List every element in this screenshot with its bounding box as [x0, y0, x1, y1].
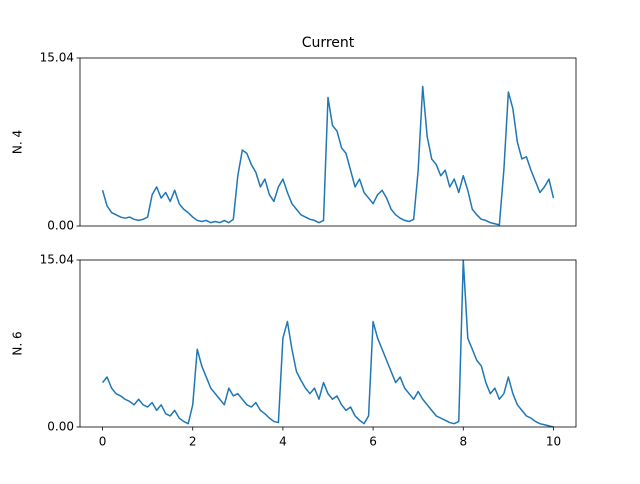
y-tick-label: 0.00	[47, 219, 74, 233]
y-tick-label: 15.04	[40, 51, 74, 65]
plot-frame	[79, 57, 577, 227]
series-line	[101, 85, 555, 226]
x-tick-label: 0	[99, 435, 107, 449]
plot-frame	[79, 259, 577, 428]
x-tick-label: 2	[189, 435, 197, 449]
x-tick-label: 6	[369, 435, 377, 449]
series-line	[101, 259, 554, 428]
x-tick-label: 10	[546, 435, 561, 449]
x-tick-label: 4	[279, 435, 287, 449]
y-tick-label: 0.00	[47, 420, 74, 434]
chart-title: Current	[302, 35, 355, 51]
x-tick-label: 8	[459, 435, 467, 449]
y-tick-label: 15.04	[40, 253, 74, 267]
y-axis-label: N. 6	[11, 331, 25, 355]
y-axis-label: N. 4	[11, 130, 25, 154]
